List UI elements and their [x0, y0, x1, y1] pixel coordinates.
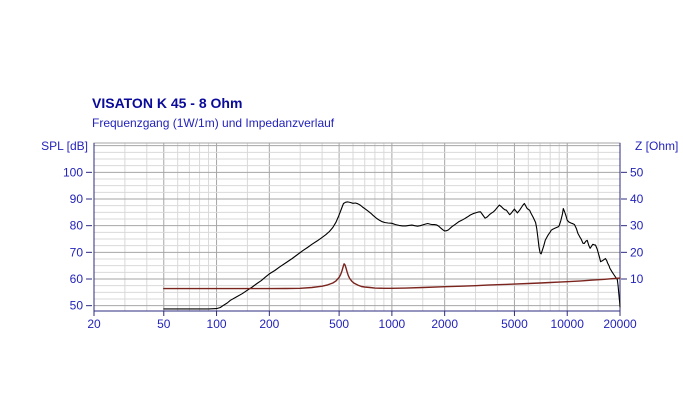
x-tick-label: 50 — [157, 317, 171, 331]
left-tick-label: 50 — [70, 299, 84, 313]
x-tick-label: 10000 — [551, 317, 585, 331]
impedance-curve — [163, 263, 621, 290]
right-tick-label: 10 — [630, 272, 644, 286]
left-axis-title: SPL [dB] — [41, 139, 88, 153]
x-tick-label: 100 — [207, 317, 227, 331]
right-tick-label: 20 — [630, 245, 644, 259]
left-tick-label: 70 — [70, 245, 84, 259]
left-tick-label: 90 — [70, 192, 84, 206]
x-tick-label: 2000 — [431, 317, 458, 331]
right-tick-label: 30 — [630, 219, 644, 233]
x-tick-label: 1000 — [379, 317, 406, 331]
left-tick-label: 100 — [63, 165, 83, 179]
x-tick-label: 5000 — [501, 317, 528, 331]
left-tick-label: 60 — [70, 272, 84, 286]
x-tick-label: 500 — [329, 317, 349, 331]
left-tick-label: 80 — [70, 219, 84, 233]
right-axis-title: Z [Ohm] — [635, 139, 679, 153]
right-tick-label: 50 — [630, 165, 644, 179]
chart-title: VISATON K 45 - 8 Ohm — [92, 95, 243, 111]
x-tick-label: 20 — [87, 317, 101, 331]
chart-subtitle: Frequenzgang (1W/1m) und Impedanzverlauf — [92, 116, 335, 130]
spl-curve — [163, 201, 621, 310]
x-tick-label: 20000 — [603, 317, 637, 331]
right-tick-label: 40 — [630, 192, 644, 206]
x-tick-label: 200 — [259, 317, 279, 331]
